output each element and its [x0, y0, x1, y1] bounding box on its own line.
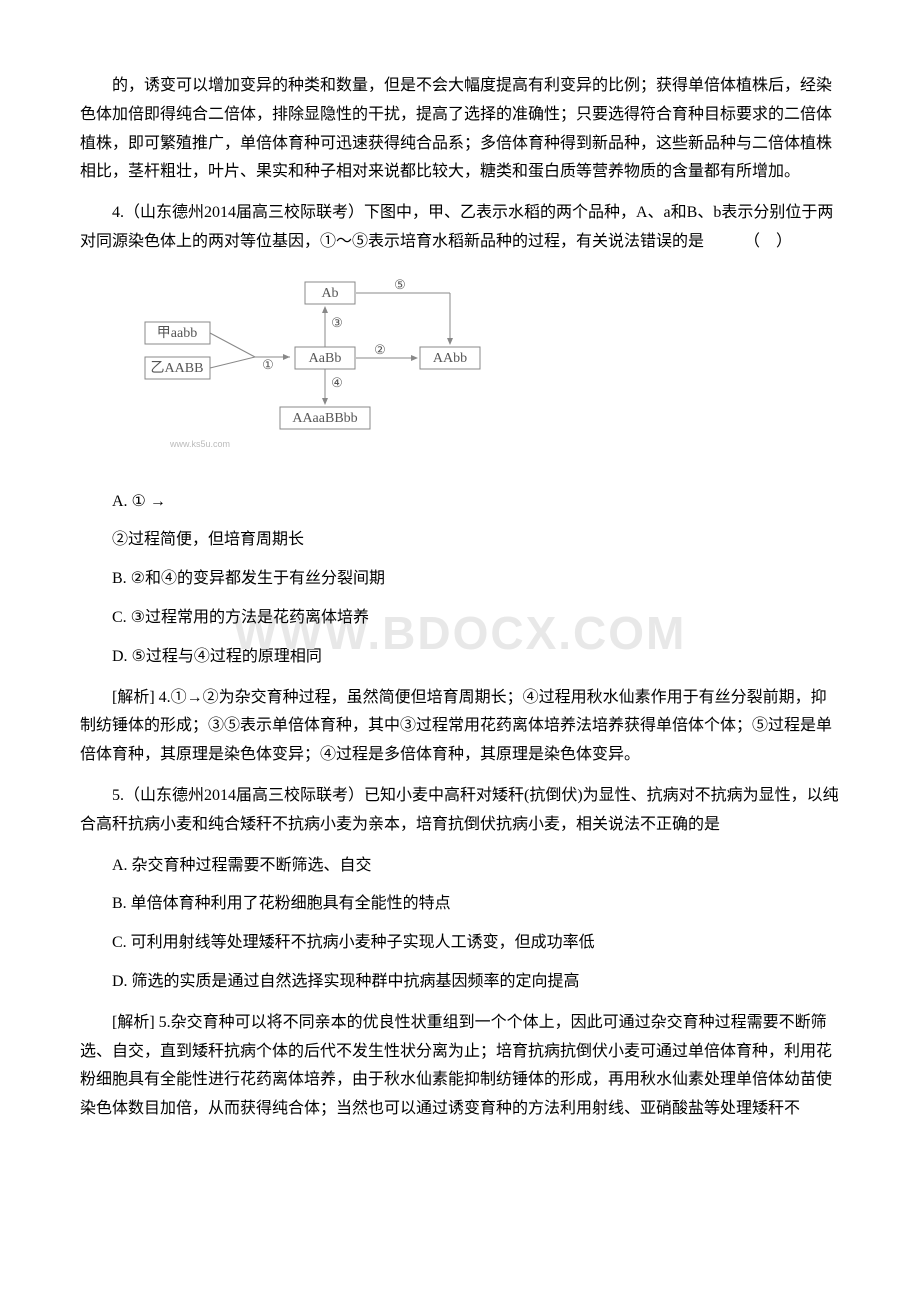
q4-option-c: C. ③过程常用的方法是花药离体培养 [80, 604, 840, 633]
diagram-box-AAaaBBbb: AAaaBBbb [292, 411, 357, 426]
diagram-label-4: ④ [331, 375, 343, 390]
diagram-box-ab: Ab [321, 286, 338, 301]
diagram-box-jia: 甲aabb [157, 326, 197, 341]
question-5-stem: 5.（山东德州2014届高三校际联考）已知小麦中高秆对矮秆(抗倒伏)为显性、抗病… [80, 782, 840, 840]
q4-option-b: B. ②和④的变异都发生于有丝分裂间期 [80, 565, 840, 594]
q4-option-d: D. ⑤过程与④过程的原理相同 [80, 643, 840, 672]
diagram-box-aabb: AaBb [309, 351, 342, 366]
diagram-label-3: ③ [331, 315, 343, 330]
q5-analysis: [解析] 5.杂交育种可以将不同亲本的优良性状重组到一个个体上，因此可通过杂交育… [80, 1009, 840, 1124]
breeding-diagram: 甲aabb 乙AABB Ab AaBb AAbb AAaaBBbb ① ② ③ … [140, 277, 840, 468]
question-4-stem: 4.（山东德州2014届高三校际联考）下图中，甲、乙表示水稻的两个品种，A、a和… [80, 199, 840, 257]
q4-analysis: [解析] 4.①→②为杂交育种过程，虽然简便但培育周期长；④过程用秋水仙素作用于… [80, 684, 840, 770]
diagram-label-1: ① [262, 357, 274, 372]
diagram-label-2: ② [374, 342, 386, 357]
paragraph-1: 的，诱变可以增加变异的种类和数量，但是不会大幅度提高有利变异的比例；获得单倍体植… [80, 72, 840, 187]
q4-option-a: A. ① → [80, 488, 840, 517]
q4-option-a-cont: ②过程简便，但培育周期长 [80, 526, 840, 555]
q5-option-c: C. 可利用射线等处理矮秆不抗病小麦种子实现人工诱变，但成功率低 [80, 929, 840, 958]
diagram-source-text: www.ks5u.com [169, 439, 230, 449]
diagram-box-yi: 乙AABB [151, 360, 204, 376]
diagram-box-AAbb: AAbb [433, 351, 467, 366]
q5-option-d: D. 筛选的实质是通过自然选择实现种群中抗病基因频率的定向提高 [80, 968, 840, 997]
diagram-label-5: ⑤ [394, 277, 406, 292]
q5-option-b: B. 单倍体育种利用了花粉细胞具有全能性的特点 [80, 890, 840, 919]
q5-option-a: A. 杂交育种过程需要不断筛选、自交 [80, 852, 840, 881]
